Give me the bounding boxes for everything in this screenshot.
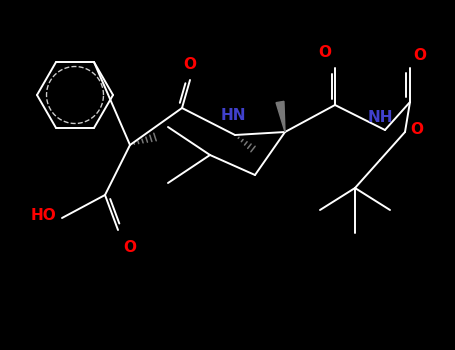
Polygon shape — [276, 102, 285, 132]
Text: O: O — [123, 240, 136, 255]
Text: HO: HO — [31, 209, 57, 224]
Text: O: O — [318, 45, 332, 60]
Text: O: O — [410, 121, 424, 136]
Text: NH: NH — [367, 110, 393, 125]
Text: O: O — [414, 48, 426, 63]
Text: O: O — [183, 57, 197, 72]
Text: HN: HN — [220, 108, 246, 123]
